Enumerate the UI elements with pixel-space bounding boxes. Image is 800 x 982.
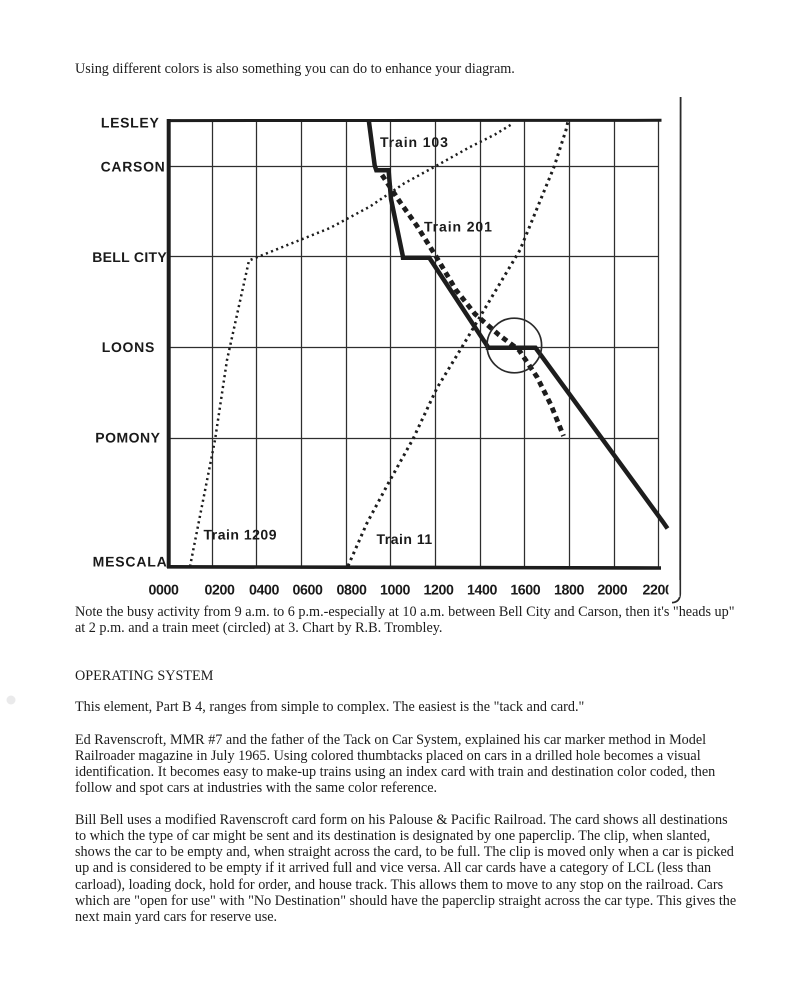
svg-text:2000: 2000 — [597, 583, 627, 599]
svg-text:1400: 1400 — [467, 583, 497, 599]
svg-text:1600: 1600 — [510, 583, 540, 599]
svg-text:1200: 1200 — [424, 583, 454, 599]
svg-text:1000: 1000 — [380, 583, 410, 599]
svg-text:0000: 0000 — [149, 583, 179, 599]
svg-text:MESCALA: MESCALA — [93, 554, 168, 570]
svg-text:1800: 1800 — [554, 583, 584, 599]
svg-text:2200: 2200 — [643, 583, 673, 599]
svg-text:0800: 0800 — [337, 583, 367, 599]
svg-text:Train 201: Train 201 — [424, 219, 493, 235]
svg-text:0600: 0600 — [293, 583, 323, 599]
svg-text:LESLEY: LESLEY — [101, 114, 160, 130]
svg-text:BELL CITY: BELL CITY — [92, 249, 167, 265]
svg-text:0400: 0400 — [249, 583, 279, 599]
svg-text:POMONY: POMONY — [95, 429, 160, 445]
svg-text:CARSON: CARSON — [101, 159, 166, 175]
svg-text:Train 1209: Train 1209 — [204, 527, 278, 543]
svg-text:LOONS: LOONS — [102, 339, 155, 355]
svg-text:Train 11: Train 11 — [377, 531, 433, 547]
svg-text:0200: 0200 — [205, 583, 235, 599]
svg-text:Train 103: Train 103 — [380, 134, 449, 150]
